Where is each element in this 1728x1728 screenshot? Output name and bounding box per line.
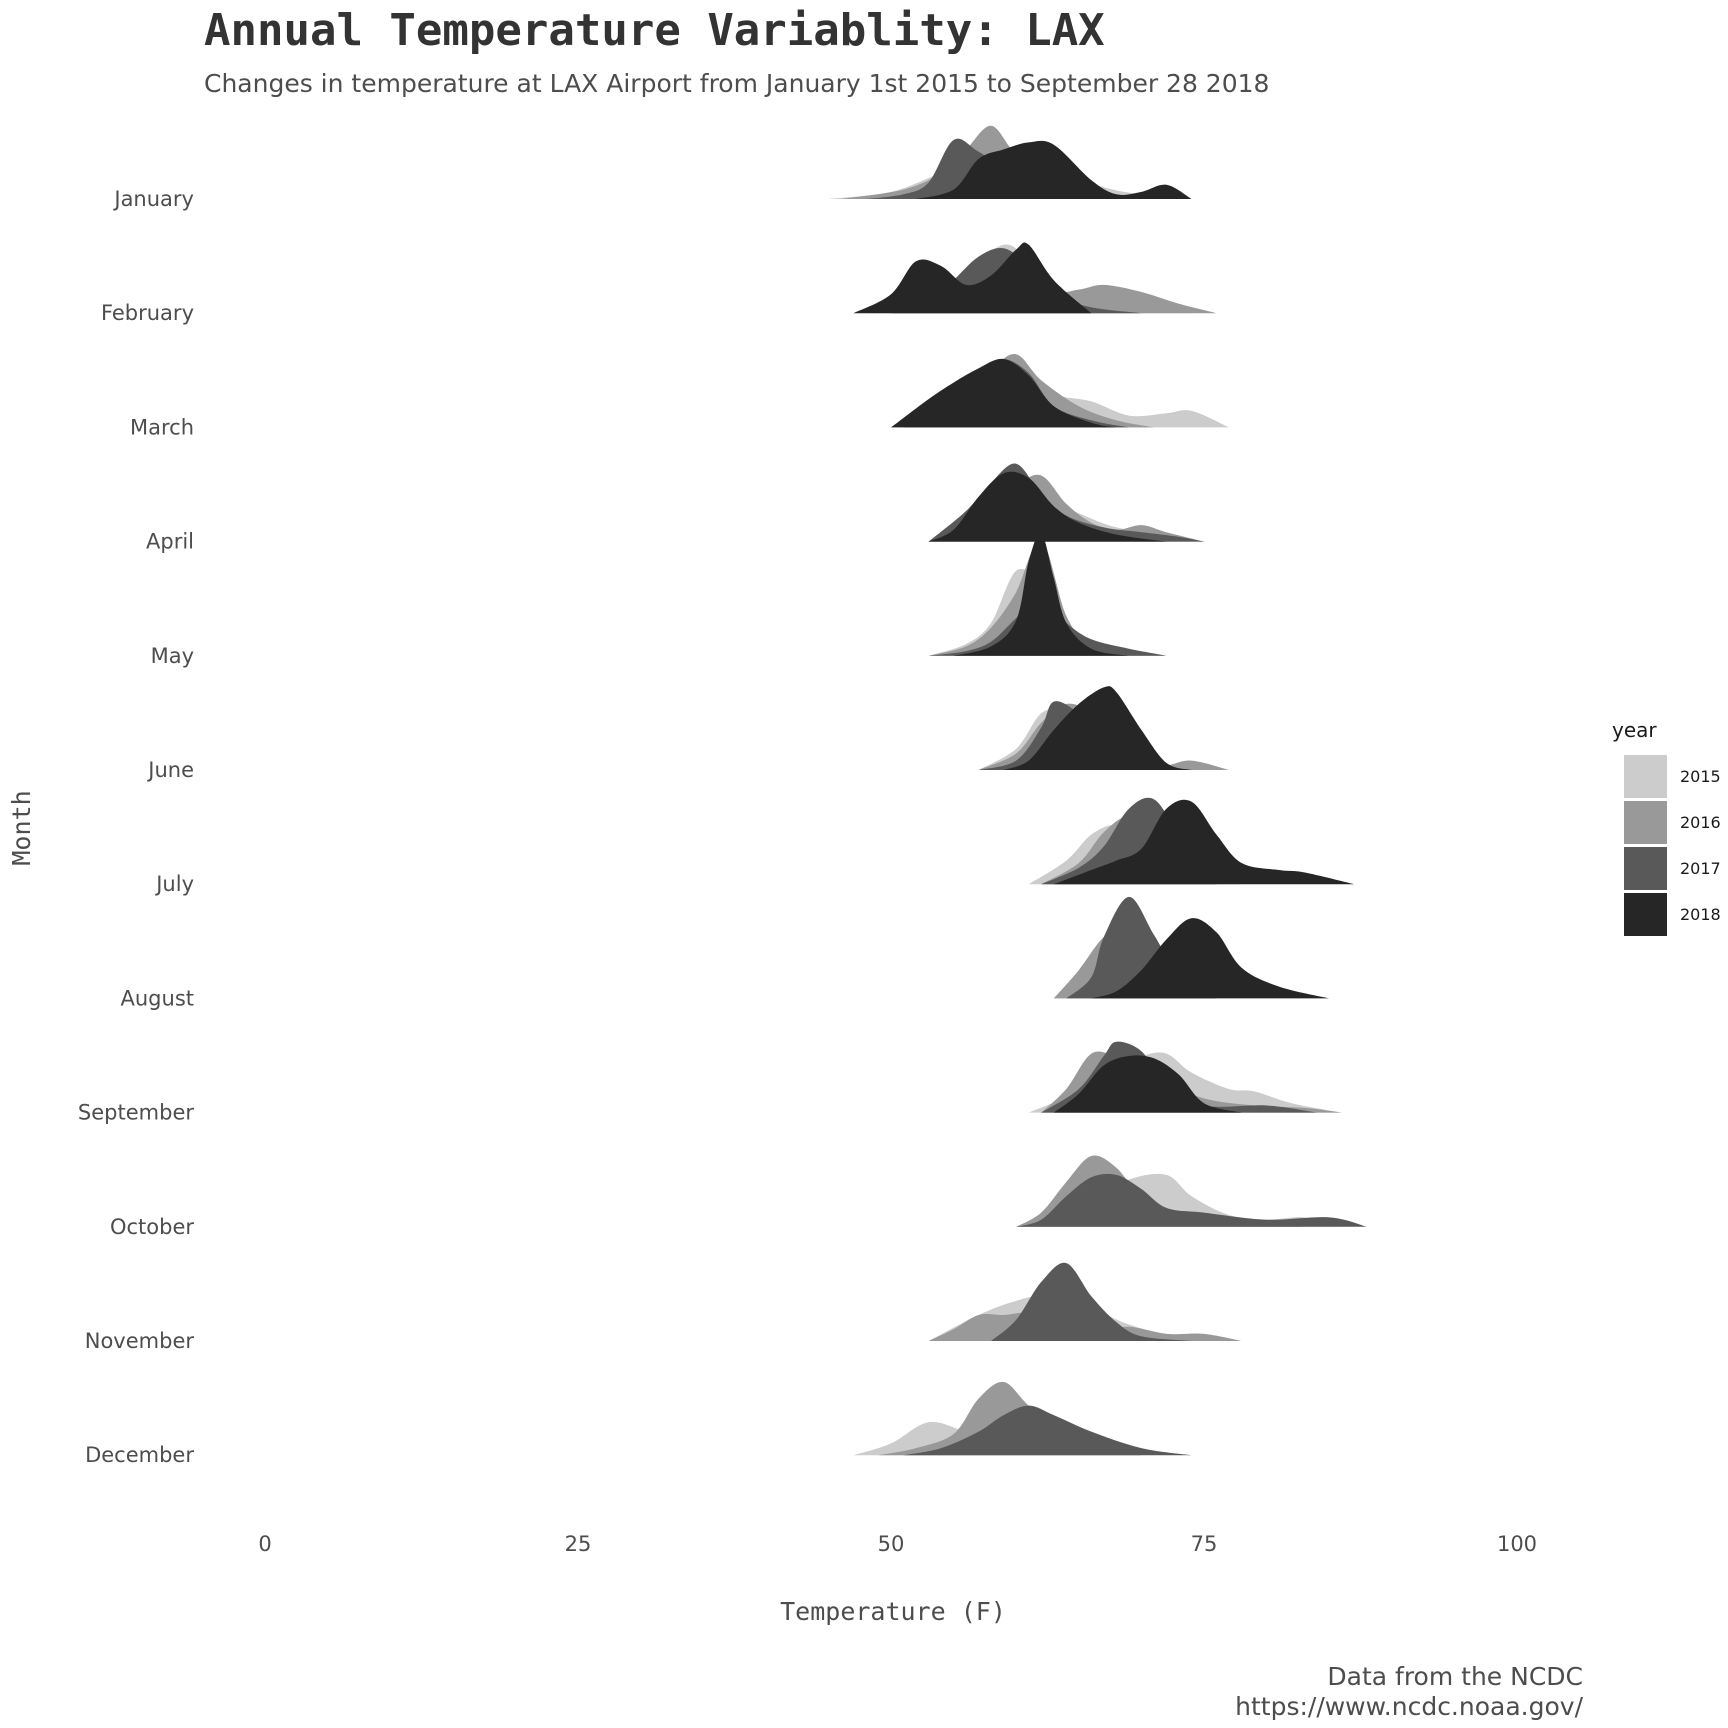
month-label-february: February [101, 301, 194, 325]
month-label-june: June [146, 758, 194, 782]
month-label-december: December [85, 1443, 194, 1467]
y-axis-title: Month [7, 790, 36, 865]
x-tick-label: 100 [1497, 1532, 1537, 1556]
ridge-october-2017 [1016, 1173, 1367, 1227]
ridge-august-2018 [1091, 918, 1330, 999]
legend-swatch-2015 [1624, 755, 1667, 798]
legend-label-2018: 2018 [1680, 905, 1721, 924]
x-axis-title: Temperature (F) [780, 1597, 1006, 1626]
plot-area [828, 125, 1367, 1456]
month-label-january: January [112, 187, 194, 211]
month-label-september: September [78, 1101, 194, 1125]
ridge-february-2018 [853, 242, 1092, 314]
ridge-november-2017 [991, 1262, 1192, 1341]
month-label-august: August [121, 986, 195, 1010]
month-label-october: October [110, 1215, 194, 1239]
month-label-march: March [130, 415, 194, 439]
month-label-july: July [154, 872, 194, 896]
x-tick-label: 0 [258, 1532, 271, 1556]
x-tick-label: 75 [1191, 1532, 1218, 1556]
month-label-may: May [151, 644, 194, 668]
legend-swatch-2017 [1624, 847, 1667, 890]
chart-subtitle: Changes in temperature at LAX Airport fr… [204, 69, 1269, 98]
legend-title: year [1612, 718, 1657, 742]
ridge-september-2018 [1053, 1055, 1242, 1113]
chart-title: Annual Temperature Variablity: LAX [204, 5, 1105, 56]
month-label-november: November [85, 1329, 195, 1353]
ridge-april-2018 [928, 471, 1167, 542]
ridge-march-2018 [891, 358, 1117, 428]
ridge-may-2018 [953, 532, 1129, 656]
legend-label-2015: 2015 [1680, 767, 1721, 786]
ridge-july-2018 [1053, 799, 1355, 885]
ridge-january-2018 [916, 140, 1192, 199]
x-axis-ticks: 0 25 50 75 100 [258, 1532, 1537, 1556]
caption-url: https://www.ncdc.noaa.gov/ [1235, 1692, 1583, 1721]
legend-label-2017: 2017 [1680, 859, 1721, 878]
legend-swatch-2018 [1624, 893, 1667, 936]
legend-label-2016: 2016 [1680, 813, 1721, 832]
month-label-april: April [146, 530, 194, 554]
ridge-december-2017 [903, 1405, 1192, 1456]
legend: year 2015 2016 2017 2018 [1612, 718, 1721, 936]
caption-source: Data from the NCDC [1327, 1662, 1583, 1691]
legend-swatch-2016 [1624, 801, 1667, 844]
x-tick-label: 50 [878, 1532, 905, 1556]
ridge-june-2018 [1003, 686, 1192, 770]
y-axis-labels: January February March April May June July Augu… [78, 187, 194, 1467]
ridge-august-2017 [1066, 896, 1217, 999]
x-tick-label: 25 [565, 1532, 592, 1556]
